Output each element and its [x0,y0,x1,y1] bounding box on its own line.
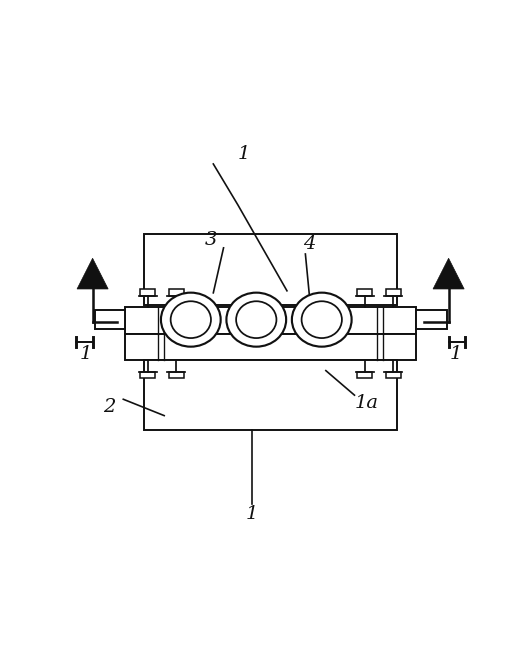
Bar [169,289,184,296]
Ellipse shape [301,301,342,338]
Text: 4: 4 [303,235,316,253]
Bar [386,372,401,378]
Bar [169,372,184,378]
Bar [95,310,125,329]
Bar [386,289,401,296]
Text: 1a: 1a [355,394,379,412]
Bar [357,289,372,296]
Polygon shape [77,258,108,289]
Text: 1: 1 [246,505,258,523]
Bar [125,307,416,334]
Text: 1: 1 [449,345,462,363]
Bar [140,289,155,296]
Ellipse shape [171,301,211,338]
Bar [416,310,447,329]
Ellipse shape [227,293,286,346]
Text: 2: 2 [103,398,115,416]
Ellipse shape [161,293,221,346]
Ellipse shape [292,293,352,346]
Text: 1: 1 [79,345,92,363]
Bar [144,360,398,430]
Text: 1: 1 [238,145,250,163]
Bar [144,233,398,305]
Polygon shape [433,258,464,289]
Bar [140,372,155,378]
Bar [125,334,416,360]
Bar [357,372,372,378]
Ellipse shape [236,301,277,338]
Text: 3: 3 [205,231,218,249]
